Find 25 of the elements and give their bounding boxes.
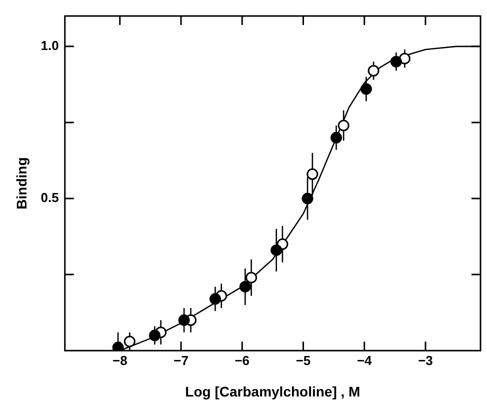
point [246,272,258,284]
x-tick-label: −4 [356,352,373,368]
y-axis-title: Binding [13,157,30,210]
point [368,65,380,77]
point [390,56,402,68]
x-tick-label: −3 [418,352,433,368]
point [148,330,160,342]
point [360,83,372,95]
x-axis-title: Log [Carbamylcholine] , M [185,383,360,400]
point [338,120,350,132]
point [302,192,314,204]
y-tick-label: 1.0 [40,38,59,53]
x-tick-label: −8 [112,352,128,368]
point [398,52,410,64]
y-tick-label: 0.5 [40,190,59,206]
point [306,168,318,180]
point [330,132,342,144]
point [178,314,190,326]
x-tick-label: −6 [234,352,250,368]
point [270,244,282,256]
point [124,336,136,348]
point [239,280,251,292]
x-tick-label: −7 [174,352,188,368]
x-tick-label: −5 [296,352,311,368]
point [209,293,221,305]
